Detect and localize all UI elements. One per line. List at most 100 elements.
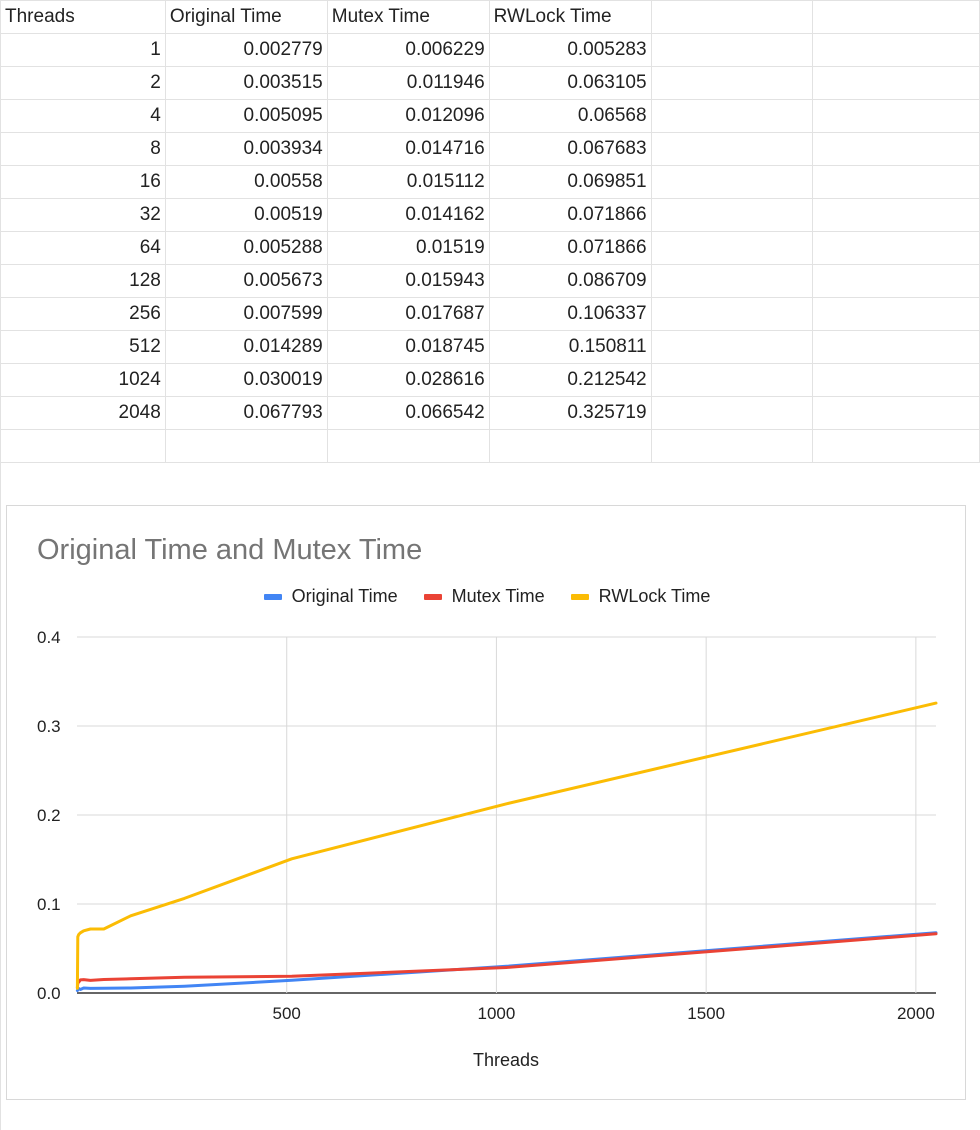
table-cell[interactable]: 0.325719 (488, 396, 652, 430)
legend-item[interactable]: Original Time (263, 586, 398, 607)
table-row: 1 0.002779 0.006229 0.005283 (0, 33, 980, 67)
x-tick-label: 2000 (897, 1004, 935, 1023)
table-row: 32 0.00519 0.014162 0.071866 (0, 198, 980, 232)
table-cell[interactable]: 0.007599 (164, 297, 328, 331)
table-cell[interactable]: 0.002779 (164, 33, 328, 67)
empty-cell[interactable] (812, 198, 980, 232)
table-cell[interactable]: 32 (0, 198, 166, 232)
column-header[interactable]: Mutex Time (326, 0, 490, 34)
table-cell[interactable]: 0.106337 (488, 297, 652, 331)
empty-cell[interactable] (812, 0, 980, 34)
table-cell[interactable]: 2048 (0, 396, 166, 430)
table-cell[interactable]: 0.069851 (488, 165, 652, 199)
table-cell[interactable]: 1024 (0, 363, 166, 397)
legend-label: Mutex Time (451, 586, 545, 606)
empty-cell[interactable] (650, 297, 814, 331)
empty-cell[interactable] (812, 363, 980, 397)
table-cell[interactable]: 0.028616 (326, 363, 490, 397)
table-cell[interactable]: 256 (0, 297, 166, 331)
table-cell[interactable]: 64 (0, 231, 166, 265)
table-cell[interactable]: 16 (0, 165, 166, 199)
empty-cell[interactable] (812, 33, 980, 67)
table-cell[interactable]: 0.014162 (326, 198, 490, 232)
empty-cell[interactable] (812, 132, 980, 166)
legend-item[interactable]: RWLock Time (570, 586, 710, 607)
table-cell[interactable]: 0.005288 (164, 231, 328, 265)
table-cell[interactable]: 0.015112 (326, 165, 490, 199)
column-header[interactable]: Threads (0, 0, 166, 34)
table-cell[interactable]: 0.005283 (488, 33, 652, 67)
table-cell[interactable]: 0.014716 (326, 132, 490, 166)
table-cell[interactable]: 512 (0, 330, 166, 364)
table-cell[interactable]: 4 (0, 99, 166, 133)
table-cell[interactable]: 0.00558 (164, 165, 328, 199)
table-cell[interactable]: 0.011946 (326, 66, 490, 100)
table-cell[interactable]: 2 (0, 66, 166, 100)
table-cell[interactable]: 0.00519 (164, 198, 328, 232)
empty-cell[interactable] (650, 396, 814, 430)
empty-cell[interactable] (650, 132, 814, 166)
empty-cell[interactable] (812, 165, 980, 199)
line-chart[interactable]: Original Time and Mutex Time Original Ti… (6, 505, 966, 1100)
table-cell[interactable]: 0.018745 (326, 330, 490, 364)
empty-cell[interactable] (812, 396, 980, 430)
table-cell[interactable]: 128 (0, 264, 166, 298)
table-cell[interactable]: 0.015943 (326, 264, 490, 298)
table-cell[interactable]: 0.06568 (488, 99, 652, 133)
legend-item[interactable]: Mutex Time (423, 586, 545, 607)
table-cell[interactable]: 0.212542 (488, 363, 652, 397)
table-cell[interactable]: 0.005673 (164, 264, 328, 298)
empty-cell[interactable] (650, 330, 814, 364)
empty-cell[interactable] (650, 264, 814, 298)
empty-cell[interactable] (812, 231, 980, 265)
table-cell[interactable]: 0.071866 (488, 198, 652, 232)
x-tick-label: 1500 (687, 1004, 725, 1023)
table-cell[interactable]: 8 (0, 132, 166, 166)
table-cell[interactable]: 0.005095 (164, 99, 328, 133)
table-cell[interactable]: 0.006229 (326, 33, 490, 67)
table-cell[interactable]: 0.067793 (164, 396, 328, 430)
empty-cell[interactable] (812, 264, 980, 298)
empty-cell[interactable] (812, 66, 980, 100)
table-cell[interactable]: 0.01519 (326, 231, 490, 265)
empty-cell[interactable] (650, 231, 814, 265)
empty-cell[interactable] (488, 429, 652, 463)
table-row (0, 429, 980, 463)
table-cell[interactable]: 0.012096 (326, 99, 490, 133)
table-row: 2048 0.067793 0.066542 0.325719 (0, 396, 980, 430)
table-cell[interactable]: 0.071866 (488, 231, 652, 265)
empty-cell[interactable] (650, 363, 814, 397)
empty-cell[interactable] (650, 33, 814, 67)
table-cell[interactable]: 0.030019 (164, 363, 328, 397)
empty-cell[interactable] (812, 297, 980, 331)
table-cell[interactable]: 0.003515 (164, 66, 328, 100)
empty-cell[interactable] (812, 330, 980, 364)
table-cell[interactable]: 0.086709 (488, 264, 652, 298)
column-header[interactable]: Original Time (164, 0, 328, 34)
table-cell[interactable]: 0.063105 (488, 66, 652, 100)
empty-cell[interactable] (650, 198, 814, 232)
y-tick-label: 0.3 (37, 717, 61, 736)
empty-cell[interactable] (650, 66, 814, 100)
empty-cell[interactable] (650, 429, 814, 463)
empty-cell[interactable] (164, 429, 328, 463)
empty-cell[interactable] (0, 429, 166, 463)
empty-cell[interactable] (326, 429, 490, 463)
x-tick-label: 500 (273, 1004, 301, 1023)
empty-cell[interactable] (812, 99, 980, 133)
table-cell[interactable]: 0.003934 (164, 132, 328, 166)
empty-cell[interactable] (812, 429, 980, 463)
column-header[interactable]: RWLock Time (488, 0, 652, 34)
table-cell[interactable]: 0.150811 (488, 330, 652, 364)
table-cell[interactable]: 0.066542 (326, 396, 490, 430)
empty-cell[interactable] (650, 165, 814, 199)
table-cell[interactable]: 0.017687 (326, 297, 490, 331)
table-cell[interactable]: 1 (0, 33, 166, 67)
y-tick-label: 0.0 (37, 984, 61, 1003)
x-axis-title: Threads (473, 1050, 539, 1070)
chart-title: Original Time and Mutex Time (37, 534, 423, 566)
table-cell[interactable]: 0.067683 (488, 132, 652, 166)
empty-cell[interactable] (650, 99, 814, 133)
table-cell[interactable]: 0.014289 (164, 330, 328, 364)
empty-cell[interactable] (650, 0, 814, 34)
